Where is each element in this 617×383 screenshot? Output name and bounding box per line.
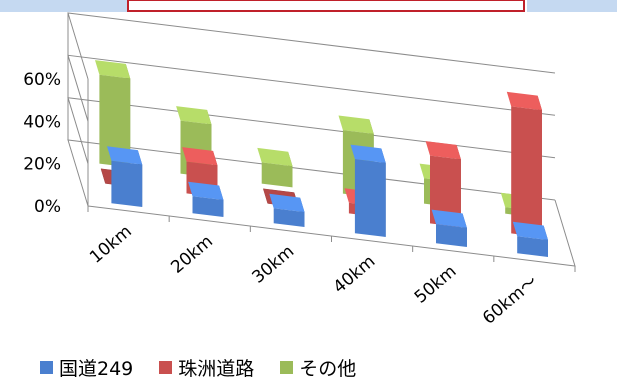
bar-国道249-20km bbox=[188, 181, 224, 217]
bar-珠洲道路-60km～ bbox=[506, 91, 542, 238]
bar-その他-10km bbox=[95, 60, 131, 168]
y-tick-label: 20% bbox=[23, 155, 61, 175]
category-label: 30km bbox=[248, 242, 298, 288]
bar-国道249-10km bbox=[107, 146, 143, 207]
category-label: 60km～ bbox=[479, 272, 542, 329]
y-tick-label: 60% bbox=[23, 70, 61, 90]
legend-item: 国道249 bbox=[40, 354, 133, 381]
legend-swatch bbox=[40, 360, 53, 374]
x-axis-categories: 10km 20km 30km 40km 50km 60km～ bbox=[86, 222, 541, 329]
chart-legend: 国道249 珠洲道路 その他 bbox=[40, 354, 382, 380]
category-label: 10km bbox=[86, 222, 136, 268]
top-strip-right-panel bbox=[527, 0, 617, 12]
bar-珠洲道路-50km bbox=[425, 141, 461, 228]
category-label: 40km bbox=[330, 252, 380, 298]
chart-bars bbox=[95, 60, 548, 257]
legend-swatch bbox=[159, 360, 173, 374]
legend-swatch bbox=[280, 360, 294, 374]
top-strip-left-panel bbox=[0, 0, 128, 12]
bar-国道249-60km～ bbox=[512, 221, 548, 257]
legend-item: その他 bbox=[280, 354, 356, 381]
category-label: 50km bbox=[411, 262, 461, 308]
bar-国道249-50km bbox=[431, 209, 467, 247]
legend-label: 珠洲道路 bbox=[178, 357, 255, 380]
chart-walls bbox=[67, 12, 576, 272]
top-strip bbox=[0, 0, 617, 12]
y-axis-ticks: 0% 20% 40% 60% bbox=[23, 70, 61, 217]
y-tick-label: 40% bbox=[23, 112, 61, 132]
legend-label: 国道249 bbox=[59, 357, 134, 380]
y-tick-label: 0% bbox=[34, 197, 61, 217]
top-strip-center-panel bbox=[127, 0, 525, 12]
legend-label: その他 bbox=[299, 357, 357, 380]
bar-国道249-40km bbox=[350, 144, 386, 237]
bar-国道249-30km bbox=[269, 193, 305, 227]
floor-edge bbox=[87, 199, 576, 267]
bar-その他-30km bbox=[257, 147, 293, 188]
legend-item: 珠洲道路 bbox=[159, 354, 254, 381]
category-label: 20km bbox=[167, 232, 217, 278]
